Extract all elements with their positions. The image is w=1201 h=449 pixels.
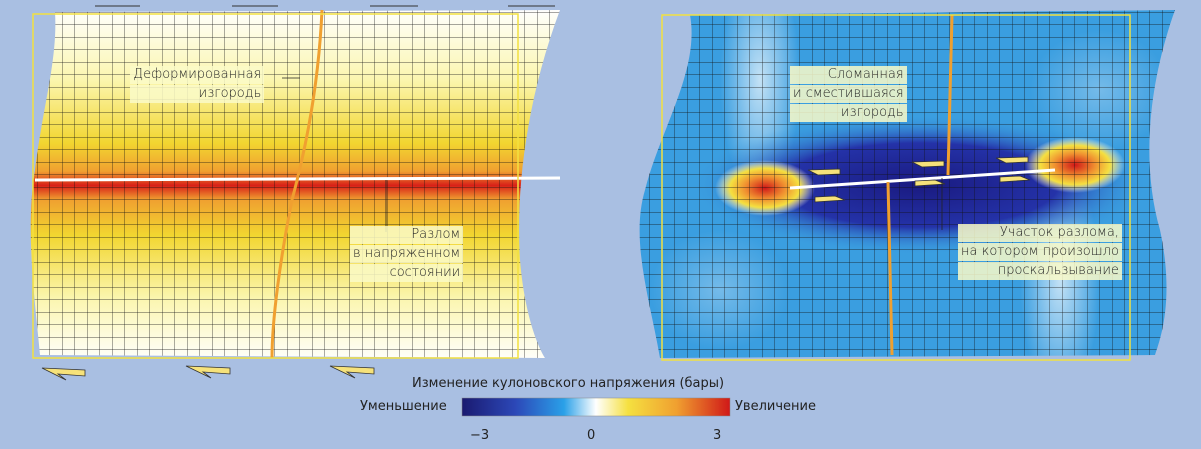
left-field xyxy=(20,8,580,363)
label-line: в напряженном xyxy=(350,245,463,263)
right-field xyxy=(630,0,1190,400)
colorbar-tick: 3 xyxy=(713,428,721,443)
diagram: Деформированнаяизгородь Разломв напряжен… xyxy=(0,0,1201,449)
label-line: на котором произошло xyxy=(958,243,1122,261)
label-line: изгородь xyxy=(790,104,907,122)
colorbar-title: Изменение кулоновского напряжения (бары) xyxy=(412,376,724,391)
label-line: проскальзывание xyxy=(958,262,1122,280)
label-line: Деформированная xyxy=(130,66,264,84)
label-line: изгородь xyxy=(130,85,264,103)
colorbar-tick: 0 xyxy=(587,428,595,443)
colorbar xyxy=(462,398,730,416)
label-line: Разлом xyxy=(350,226,463,244)
label-line: Участок разлома, xyxy=(958,224,1122,242)
colorbar-left-label: Уменьшение xyxy=(360,399,447,414)
colorbar-right-label: Увеличение xyxy=(735,399,816,414)
label-line: Сломанная xyxy=(790,66,907,84)
colorbar-tick: −3 xyxy=(470,428,489,443)
label-line: состоянии xyxy=(350,264,463,282)
label-line: и сместившаяся xyxy=(790,85,907,103)
